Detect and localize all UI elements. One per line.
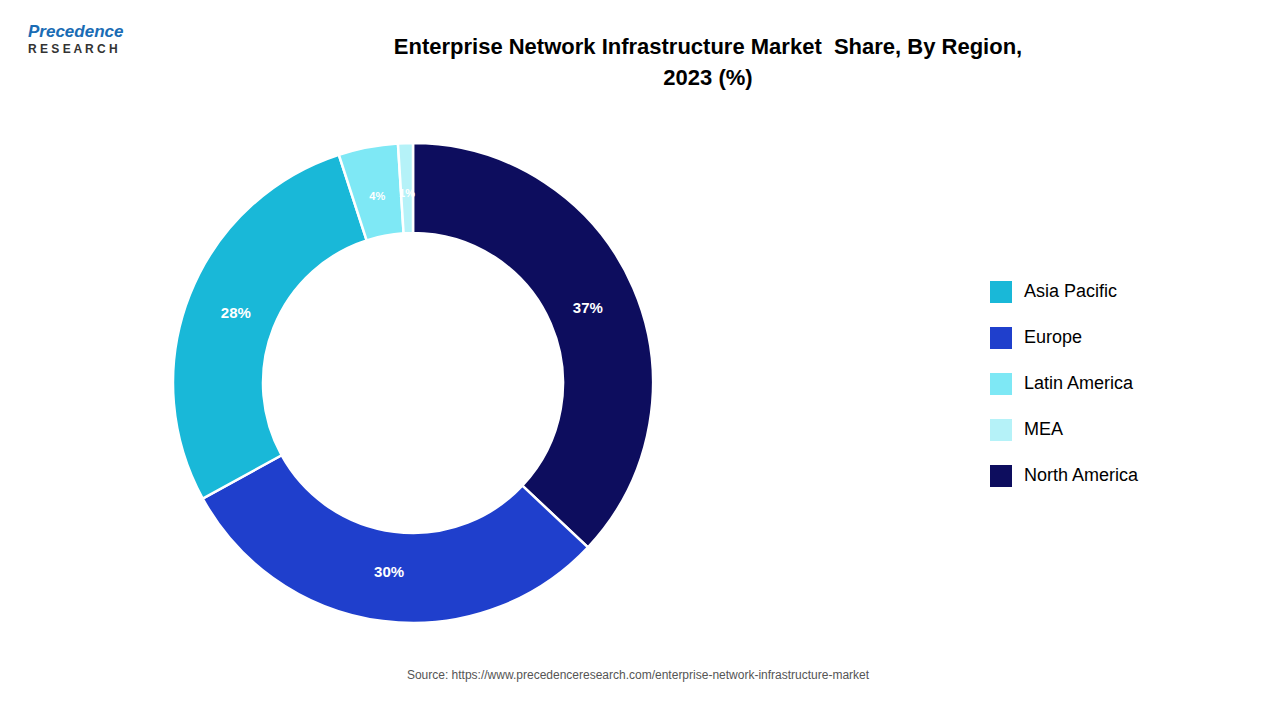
- svg-text:37%: 37%: [573, 299, 603, 316]
- html-text:Europe: Europe: [1024, 327, 1082, 347]
- html-text:Latin America: Latin America: [1024, 373, 1133, 393]
- html-text:2023 (%): 2023 (%): [663, 64, 753, 90]
- html-text:Source: https://www.precedence: Source: https://www.precedenceresearch.c…: [406, 668, 870, 682]
- html-text:Asia Pacific: Asia Pacific: [1024, 281, 1117, 301]
- svg-text:28%: 28%: [221, 304, 251, 321]
- svg-text:1%: 1%: [399, 187, 415, 199]
- html-text:Enterprise Network Infrastruct: Enterprise Network Infrastructure Market…: [393, 34, 1023, 59]
- svg-text:4%: 4%: [369, 190, 385, 202]
- html-text:North America: North America: [1024, 465, 1138, 485]
- html-text:R E S E A R C H: R E S E A R C H: [28, 42, 118, 56]
- svg-text:30%: 30%: [374, 563, 404, 580]
- html-text:MEA: MEA: [1024, 419, 1063, 439]
- html-text:Precedence: Precedence: [28, 22, 124, 41]
